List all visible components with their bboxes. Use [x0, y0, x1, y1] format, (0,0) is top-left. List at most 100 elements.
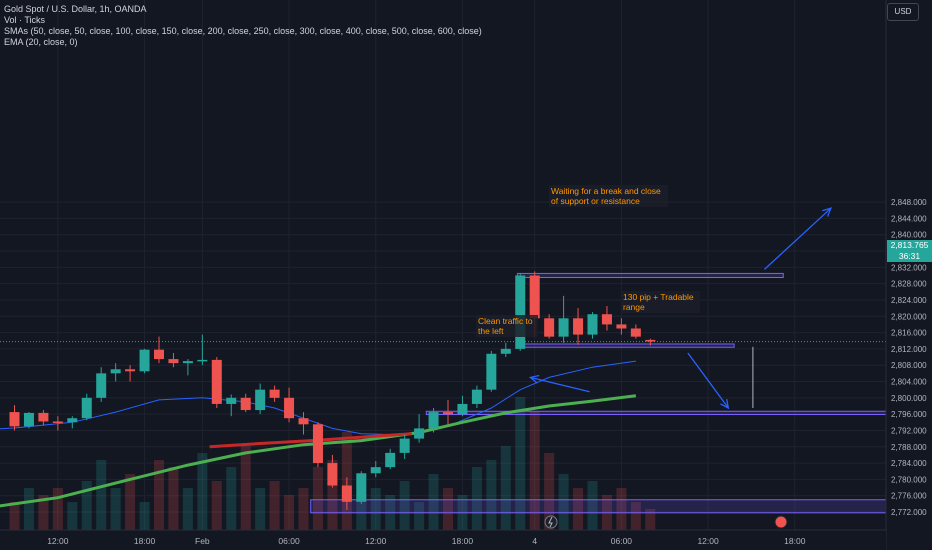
volume-bar [23, 488, 34, 530]
price-tick-label: 2,828.000 [891, 280, 927, 289]
vol-indicator-label[interactable]: Vol · Ticks [4, 15, 46, 25]
price-axis: 2,772.000 2,776.000 2,780.000 2,784.000 2,78… [885, 0, 932, 550]
note-clean-traffic[interactable]: Clean traffic to the left [476, 315, 538, 337]
last-price-tag: 2,813.765 36:31 [887, 240, 932, 262]
candle-body [428, 412, 439, 429]
volume-bar [125, 474, 136, 530]
candle-body [168, 359, 179, 364]
candle-body [486, 353, 497, 390]
time-tick-label: 12:00 [47, 536, 69, 546]
arrow-head [528, 374, 540, 384]
price-tick-label: 2,772.000 [891, 508, 927, 517]
volume-bar [67, 502, 78, 530]
candle-body [370, 467, 381, 474]
candle-body [341, 485, 352, 502]
volume-bar [630, 502, 641, 530]
trend-arrow [687, 352, 729, 409]
volume-bar [96, 460, 107, 530]
lightning-glyph [548, 516, 553, 528]
candle-body [139, 349, 150, 372]
volume-bar [414, 502, 425, 530]
candle-body [558, 318, 569, 337]
time-tick-label: 06:00 [611, 536, 633, 546]
arrow-head [822, 207, 833, 217]
candle-body [9, 412, 20, 427]
candle-body [23, 412, 34, 427]
price-tick-label: 2,792.000 [891, 426, 927, 435]
volume-bar [558, 474, 569, 530]
note-pip-range[interactable]: 130 pip + Tradable range [621, 291, 700, 313]
candle-body [399, 438, 410, 453]
price-tick-label: 2,808.000 [891, 361, 927, 370]
volume-bar [298, 488, 309, 530]
zone-rectangle [516, 272, 784, 279]
price-tick-label: 2,832.000 [891, 263, 927, 272]
volume-bar [529, 411, 540, 530]
price-tick-label: 2,824.000 [891, 296, 927, 305]
volume-bar [269, 481, 280, 530]
price-tick-label: 2,788.000 [891, 443, 927, 452]
volume-bar [255, 488, 266, 530]
volume-bar [154, 460, 164, 530]
time-tick-label: 12:00 [697, 536, 719, 546]
arrow-head [720, 399, 730, 410]
volume-bar [197, 453, 208, 530]
volume-bar [9, 502, 20, 530]
lightning-icon [544, 515, 558, 529]
candle-body [226, 397, 237, 404]
candle-body [125, 369, 136, 372]
last-price-value: 2,813.765 [890, 240, 929, 250]
volume-bar [471, 467, 482, 530]
currency-button[interactable]: USD [887, 3, 919, 21]
volume-bar [645, 509, 656, 530]
price-tick-label: 2,776.000 [891, 492, 927, 501]
price-tick-label: 2,840.000 [891, 231, 927, 240]
candle-body [255, 389, 266, 411]
volume-bar [240, 446, 251, 530]
time-tick-label: 12:00 [365, 536, 387, 546]
candle-body [38, 412, 49, 422]
volume-bar [52, 488, 63, 530]
ema-20-line [0, 360, 636, 436]
time-tick-label: 4 [532, 536, 537, 546]
note-waiting[interactable]: Waiting for a break and close of support… [549, 185, 668, 207]
candle-body [630, 328, 641, 337]
volume-bar [211, 481, 222, 530]
sma-indicator-label[interactable]: SMAs (50, close, 50, close, 100, close, … [4, 26, 482, 36]
price-tick-label: 2,820.000 [891, 312, 927, 321]
volume-bar [500, 446, 511, 530]
price-tick-label: 2,784.000 [891, 459, 927, 468]
candle-body [269, 389, 280, 398]
volume-bar [38, 495, 49, 530]
volume-bar [110, 488, 121, 530]
ema-indicator-label[interactable]: EMA (20, close, 0) [4, 37, 78, 47]
volume-bar [312, 467, 323, 530]
time-tick-label: 18:00 [784, 536, 806, 546]
zone-rectangle [516, 343, 735, 348]
candle-body [601, 314, 612, 325]
candle-body [298, 418, 309, 425]
price-tick-label: 2,780.000 [891, 475, 927, 484]
symbol-title[interactable]: Gold Spot / U.S. Dollar, 1h, OANDA [4, 4, 147, 14]
price-tick-label: 2,804.000 [891, 378, 927, 387]
candle-body [96, 373, 107, 398]
candle-body [443, 412, 453, 415]
candle-body [544, 318, 555, 337]
trend-arrow [530, 376, 590, 393]
volume-bar [226, 467, 237, 530]
time-tick-label: 06:00 [278, 536, 300, 546]
time-axis-bg [0, 530, 886, 550]
trend-arrow [764, 207, 832, 270]
time-axis: 12:00 18:00 Feb 06:00 12:00 18:00 4 06:00 12:00 1… [0, 515, 886, 550]
candles [9, 271, 656, 510]
bar-countdown: 36:31 [898, 251, 921, 261]
candle-body [327, 463, 338, 486]
volume-bar [81, 481, 92, 530]
price-tick-label: 2,844.000 [891, 214, 927, 223]
candle-body [645, 339, 656, 342]
time-tick-label: Feb [195, 536, 210, 546]
candle-body [587, 314, 598, 335]
volume-bar [443, 488, 453, 530]
volume-bar [370, 488, 381, 530]
